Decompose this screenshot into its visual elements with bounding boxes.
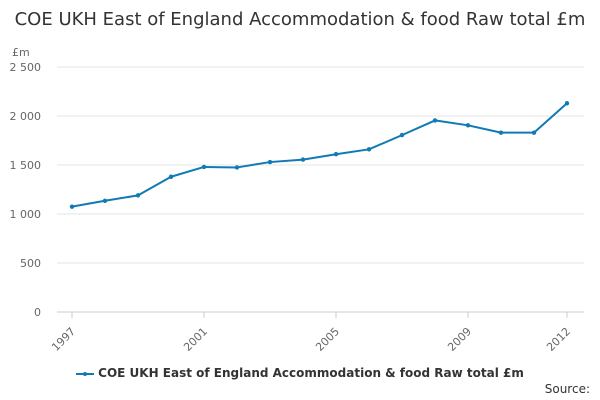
data-point[interactable] <box>399 132 405 138</box>
x-tick-label: 2009 <box>445 325 474 354</box>
source-label: Source: <box>544 382 590 396</box>
data-point[interactable] <box>102 198 108 203</box>
legend-label: COE UKH East of England Accommodation & … <box>98 366 524 380</box>
y-tick-label: 1 500 <box>10 159 42 172</box>
data-point[interactable] <box>135 193 141 198</box>
y-tick-label: 1 000 <box>10 208 42 221</box>
y-tick-label: 2 500 <box>10 61 42 74</box>
x-tick-label: 1997 <box>49 325 78 354</box>
data-point[interactable] <box>333 152 339 157</box>
y-tick-label: 2 000 <box>10 110 42 123</box>
y-tick-label: 500 <box>20 257 41 270</box>
y-axis-unit-label: £m <box>12 46 30 59</box>
chart-title: COE UKH East of England Accommodation & … <box>14 9 586 30</box>
data-point[interactable] <box>267 159 273 165</box>
data-point[interactable] <box>366 147 372 152</box>
data-point[interactable] <box>564 101 570 106</box>
data-point[interactable] <box>234 165 240 170</box>
data-point[interactable] <box>300 157 306 162</box>
legend-swatch <box>76 369 95 379</box>
x-tick-label: 2005 <box>313 325 342 354</box>
x-tick-label: 2012 <box>544 325 573 354</box>
data-point[interactable] <box>465 123 471 128</box>
data-point[interactable] <box>498 130 504 135</box>
axes: 0 500 1 000 1 500 2 000 2 500 £m 1997 2001 2005 20… <box>10 46 584 354</box>
data-point[interactable] <box>168 174 174 179</box>
x-tick-label: 2001 <box>181 325 210 354</box>
series-layer <box>69 101 570 209</box>
data-point[interactable] <box>201 164 207 170</box>
data-point[interactable] <box>69 204 75 209</box>
series-line <box>71 102 568 208</box>
gridlines <box>57 66 584 264</box>
data-point[interactable] <box>432 118 438 123</box>
data-point[interactable] <box>531 130 537 135</box>
legend[interactable]: COE UKH East of England Accommodation & … <box>0 366 600 380</box>
y-tick-label: 0 <box>34 306 41 319</box>
